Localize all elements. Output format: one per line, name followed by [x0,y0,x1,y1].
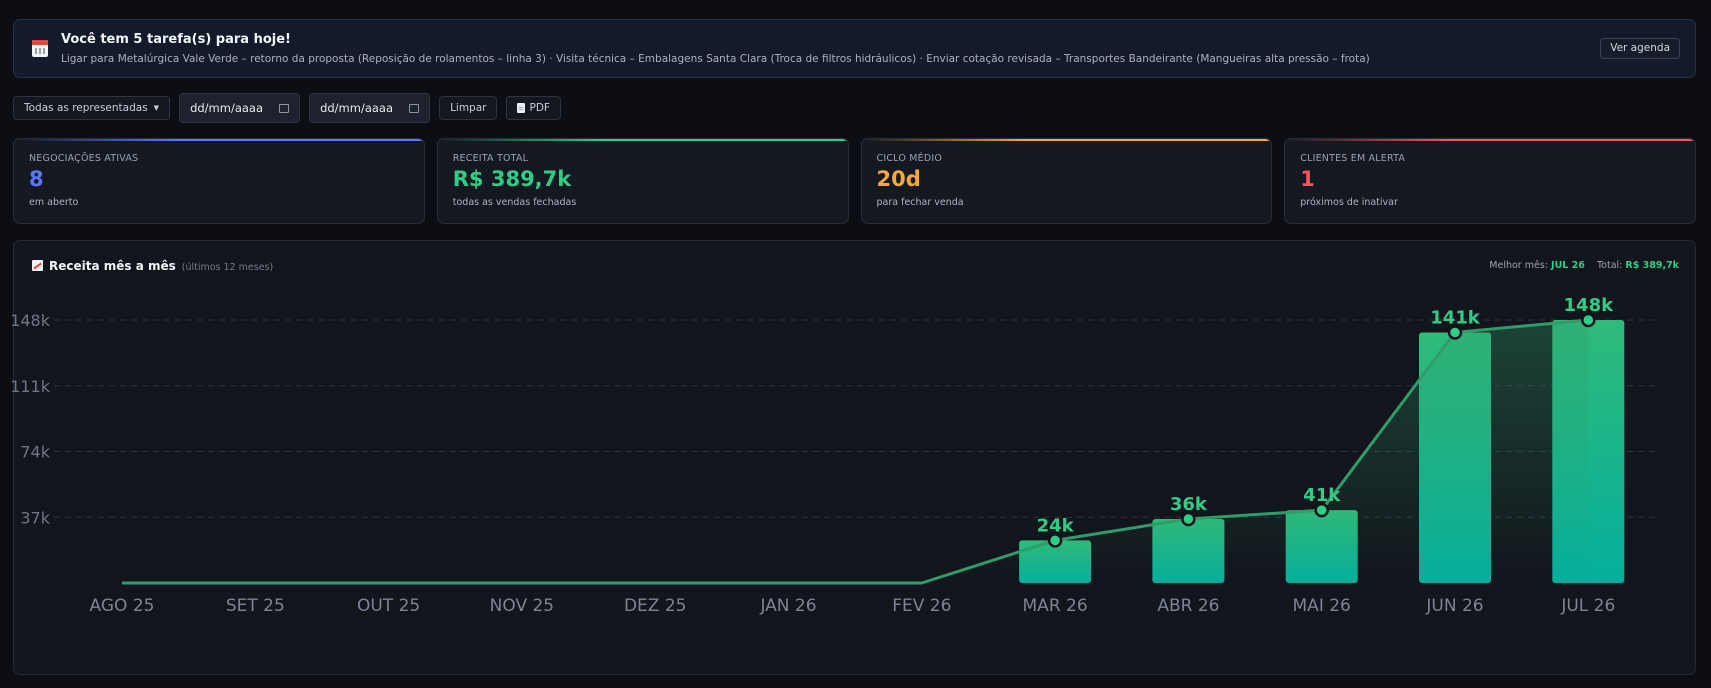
kpi-card-average-cycle: CICLO MÉDIO 20d para fechar venda [860,138,1273,224]
date-from-input[interactable]: dd/mm/aaaa [179,93,301,123]
tasks-alert: Você tem 5 tarefa(s) para hoje! Ligar pa… [13,19,1696,78]
document-icon [517,103,526,113]
card-accent-bar [861,139,1272,141]
date-from-placeholder: dd/mm/aaaa [190,101,264,115]
calendar-picker-icon[interactable] [279,103,290,113]
x-tick-label: NOV 25 [490,596,554,616]
best-month-label: Melhor mês: [1489,260,1548,271]
x-tick-label: SET 25 [226,596,285,616]
data-point [1181,511,1196,527]
card-sub: para fechar venda [876,197,964,208]
card-accent-bar [1285,139,1695,141]
chart-up-icon [32,260,43,271]
kpi-card-total-revenue: RECEITA TOTAL R$ 389,7k todas as vendas … [436,138,849,224]
total-label: Total: [1596,260,1623,271]
panel-title-text: Receita mês a mês [49,259,176,273]
card-value: 20d [876,167,921,191]
card-accent-bar [437,139,848,141]
filters-bar: Todas as representadas ▼ dd/mm/aaaa dd/m… [13,93,561,123]
data-label: 36k [1170,494,1208,515]
calendar-icon [32,40,48,57]
date-to-placeholder: dd/mm/aaaa [320,101,394,115]
representative-select-value: Todas as representadas [24,102,148,114]
card-sub: em aberto [29,197,79,208]
card-value: 8 [29,167,44,191]
card-sub: todas as vendas fechadas [452,197,577,208]
x-tick-label: MAR 26 [1023,596,1088,616]
panel-title: Receita mês a mês (últimos 12 meses) [32,259,273,273]
x-tick-label: JAN 26 [759,596,816,616]
panel-subtitle: (últimos 12 meses) [181,262,274,273]
x-tick-label: AGO 25 [90,596,155,616]
data-label: 148k [1564,295,1615,316]
x-tick-label: JUL 26 [1560,596,1615,616]
alert-text: Ligar para Metalúrgica Vale Verde – reto… [61,53,1370,65]
x-tick-label: ABR 26 [1157,596,1219,616]
card-label: CLIENTES EM ALERTA [1300,153,1406,164]
card-value: 1 [1300,167,1315,191]
date-to-input[interactable]: dd/mm/aaaa [309,93,431,123]
revenue-line [122,318,1589,585]
y-tick-label: 74k [20,443,50,462]
y-tick-label: 148k [10,311,51,330]
x-tick-label: OUT 25 [357,596,420,616]
x-tick-label: FEV 26 [892,596,951,616]
data-point [1314,502,1329,518]
kpi-cards: NEGOCIAÇÕES ATIVAS 8 em aberto RECEITA T… [13,138,1696,224]
panel-summary: Melhor mês: JUL 26 Total: R$ 389,7k [1489,260,1679,271]
data-point [1581,312,1596,328]
y-tick-label: 111k [10,377,51,396]
clear-button[interactable]: Limpar [439,96,498,120]
pdf-button[interactable]: PDF [506,96,561,120]
x-tick-label: MAI 26 [1293,596,1351,616]
alert-title: Você tem 5 tarefa(s) para hoje! [61,32,291,47]
card-sub: próximos de inativar [1300,197,1398,208]
card-accent-bar [14,139,424,141]
data-label: 141k [1430,307,1481,328]
x-tick-label: DEZ 25 [624,596,687,616]
pdf-button-label: PDF [529,102,550,114]
x-tick-label: JUN 26 [1425,596,1483,616]
representative-select[interactable]: Todas as representadas ▼ [13,96,171,120]
caret-down-icon: ▼ [153,104,160,112]
view-agenda-button[interactable]: Ver agenda [1600,38,1680,59]
card-label: CICLO MÉDIO [876,153,943,164]
best-month-value: JUL 26 [1551,260,1585,271]
card-label: NEGOCIAÇÕES ATIVAS [29,153,139,164]
card-label: RECEITA TOTAL [452,153,529,164]
data-point [1447,325,1463,340]
total-value: R$ 389,7k [1625,260,1679,271]
card-value: R$ 389,7k [452,167,572,191]
y-tick-label: 37k [20,508,50,527]
data-label: 41k [1303,485,1341,506]
kpi-card-clients-alert: CLIENTES EM ALERTA 1 próximos de inativa… [1284,138,1696,224]
calendar-picker-icon[interactable] [409,103,420,113]
data-label: 24k [1037,515,1075,536]
kpi-card-active-negotiations: NEGOCIAÇÕES ATIVAS 8 em aberto [13,138,425,224]
data-point [1047,533,1063,548]
